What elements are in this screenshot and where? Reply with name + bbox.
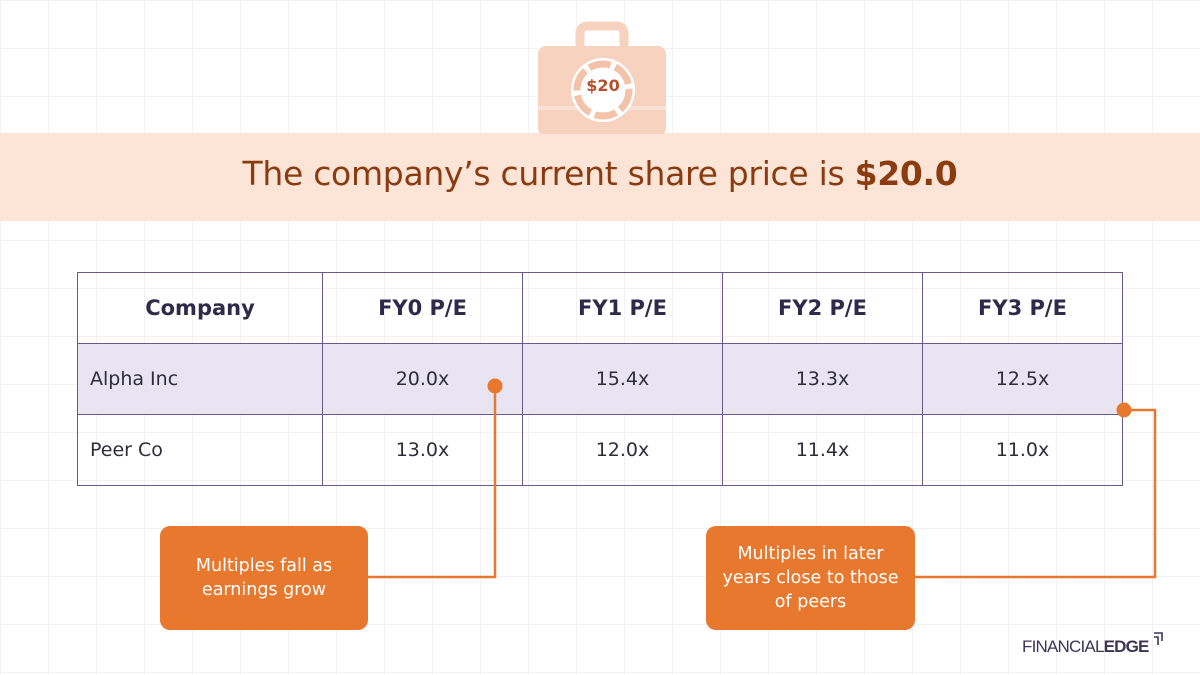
table-header-row: Company FY0 P/E FY1 P/E FY2 P/E FY3 P/E <box>76 272 1124 344</box>
company-name: Alpha Inc <box>76 343 324 415</box>
connector-line-1 <box>368 386 497 579</box>
title-text: The company’s current share price is <box>242 154 855 193</box>
header-company: Company <box>76 272 324 344</box>
callout-earnings: Multiples fall as earnings grow <box>160 526 368 630</box>
title-price: $20.0 <box>854 154 958 193</box>
page-title: The company’s current share price is $20… <box>0 154 1200 193</box>
table-row-alpha: Alpha Inc 20.0x 15.4x 13.3x 12.5x <box>76 343 1124 415</box>
logo-part2: EDGE <box>1103 637 1150 656</box>
pe-value: 11.0x <box>921 414 1124 486</box>
header-fy1: FY1 P/E <box>522 272 723 344</box>
company-name: Peer Co <box>76 414 324 486</box>
banner-band <box>0 133 1200 221</box>
header-fy0: FY0 P/E <box>322 272 523 344</box>
price-badge-label: $20 <box>586 76 620 95</box>
logo-part1: FINANCIAL <box>1022 637 1104 656</box>
callout-peers: Multiples in later years close to those … <box>706 526 915 630</box>
table-row-peer: Peer Co 13.0x 12.0x 11.4x 11.0x <box>76 414 1124 486</box>
connector-dot-2 <box>1116 402 1132 418</box>
connector-line-2 <box>915 408 1157 579</box>
logo-mark-icon <box>1154 632 1163 645</box>
pe-value: 20.0x <box>322 343 523 415</box>
pe-value: 13.3x <box>721 343 923 415</box>
pe-table: Company FY0 P/E FY1 P/E FY2 P/E FY3 P/E … <box>76 272 1124 486</box>
pe-value: 12.0x <box>522 414 723 486</box>
connector-dot-1 <box>487 378 503 394</box>
pe-value: 13.0x <box>322 414 523 486</box>
briefcase-icon <box>538 21 666 134</box>
header-fy3: FY3 P/E <box>921 272 1124 344</box>
financial-edge-logo: FINANCIALEDGE <box>1022 637 1149 657</box>
pe-value: 11.4x <box>721 414 923 486</box>
